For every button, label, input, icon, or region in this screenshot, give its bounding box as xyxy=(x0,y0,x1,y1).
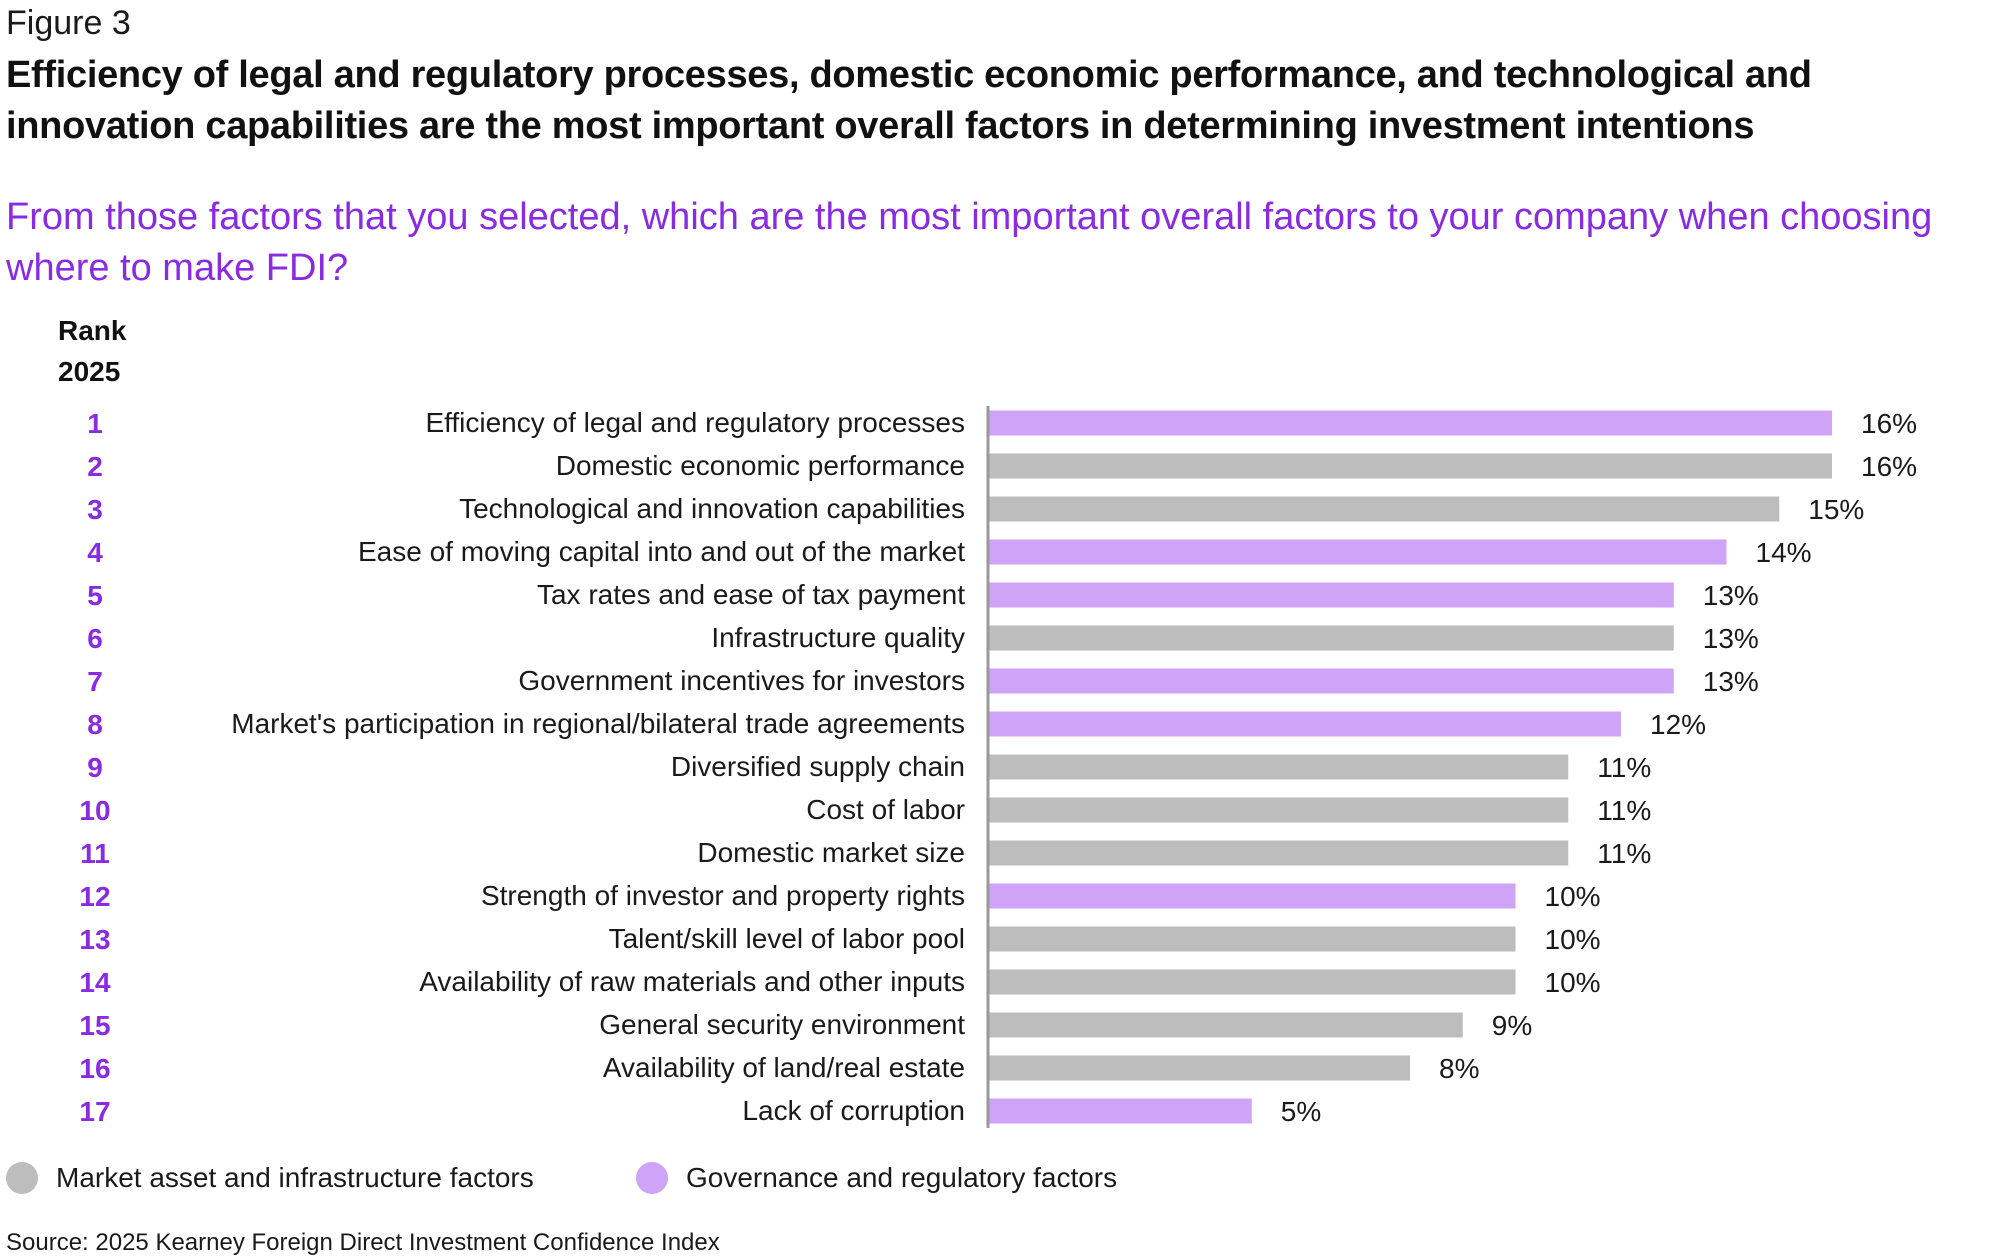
bar-governance xyxy=(988,582,1674,608)
rank-header: Rank 2025 xyxy=(58,310,126,392)
category-label: Domestic economic performance xyxy=(556,450,965,481)
bar-market xyxy=(988,1012,1463,1038)
bar-chart: 1 Efficiency of legal and regulatory proc… xyxy=(79,406,1917,1128)
category-label: Efficiency of legal and regulatory proce… xyxy=(425,407,965,438)
rank-number: 1 xyxy=(87,408,103,439)
category-label: Talent/skill level of labor pool xyxy=(609,923,965,954)
data-label: 5% xyxy=(1281,1096,1321,1127)
legend-item-governance: Governance and regulatory factors xyxy=(636,1162,1117,1194)
data-label: 13% xyxy=(1703,580,1759,611)
bar-governance xyxy=(988,539,1727,565)
figure-label: Figure 3 xyxy=(6,4,131,42)
legend-swatch-governance xyxy=(636,1162,668,1194)
data-label: 11% xyxy=(1597,752,1651,783)
rank-number: 2 xyxy=(87,451,103,482)
data-label: 10% xyxy=(1545,924,1601,955)
rank-number: 15 xyxy=(79,1010,110,1041)
category-label: Strength of investor and property rights xyxy=(481,880,965,911)
rank-number: 5 xyxy=(87,580,103,611)
bar-governance xyxy=(988,711,1621,737)
category-label: Lack of corruption xyxy=(742,1095,965,1126)
bar-governance xyxy=(988,1098,1252,1124)
bar-market xyxy=(988,496,1780,522)
category-label: General security environment xyxy=(599,1009,965,1040)
data-label: 16% xyxy=(1861,451,1917,482)
data-label: 12% xyxy=(1650,709,1706,740)
category-label: Government incentives for investors xyxy=(518,665,965,696)
chart-title: Efficiency of legal and regulatory proce… xyxy=(6,54,1812,147)
rank-number: 7 xyxy=(87,666,103,697)
legend-label-governance: Governance and regulatory factors xyxy=(686,1162,1118,1193)
data-label: 8% xyxy=(1439,1053,1479,1084)
rank-number: 3 xyxy=(87,494,103,525)
category-label: Diversified supply chain xyxy=(671,751,965,782)
data-label: 10% xyxy=(1545,967,1601,998)
bar-market xyxy=(988,797,1569,823)
bar-governance xyxy=(988,668,1674,694)
category-label: Market's participation in regional/bilat… xyxy=(231,708,965,739)
rank-number: 8 xyxy=(87,709,103,740)
rank-header-line1: Rank xyxy=(58,315,127,346)
rank-number: 4 xyxy=(87,537,103,568)
bar-market xyxy=(988,625,1674,651)
bar-governance xyxy=(988,883,1516,909)
rank-number: 6 xyxy=(87,623,103,654)
rank-number: 11 xyxy=(80,838,110,869)
bar-market xyxy=(988,840,1569,866)
category-label: Infrastructure quality xyxy=(711,622,965,653)
source-note: Source: 2025 Kearney Foreign Direct Inve… xyxy=(6,1229,720,1256)
rank-number: 16 xyxy=(79,1053,110,1084)
data-label: 11% xyxy=(1597,838,1651,869)
data-label: 15% xyxy=(1808,494,1864,525)
rank-number: 10 xyxy=(79,795,110,826)
bar-market xyxy=(988,453,1832,479)
rank-header-line2: 2025 xyxy=(58,356,121,387)
category-label: Ease of moving capital into and out of t… xyxy=(358,536,965,567)
data-label: 13% xyxy=(1703,666,1759,697)
data-label: 13% xyxy=(1703,623,1759,654)
rank-number: 12 xyxy=(79,881,110,912)
data-label: 14% xyxy=(1756,537,1812,568)
data-label: 16% xyxy=(1861,408,1917,439)
category-label: Technological and innovation capabilitie… xyxy=(459,493,965,524)
category-label: Availability of land/real estate xyxy=(603,1052,965,1083)
rank-number: 14 xyxy=(79,967,111,998)
data-label: 11% xyxy=(1597,795,1651,826)
category-label: Availability of raw materials and other … xyxy=(419,966,965,997)
legend-swatch-market xyxy=(6,1162,38,1194)
rank-number: 13 xyxy=(79,924,110,955)
legend-label-market: Market asset and infrastructure factors xyxy=(56,1162,534,1193)
survey-question: From those factors that you selected, wh… xyxy=(6,196,1933,289)
bar-governance xyxy=(988,410,1832,436)
rank-number: 9 xyxy=(87,752,103,783)
category-label: Domestic market size xyxy=(697,837,965,868)
bar-market xyxy=(988,969,1516,995)
bar-market xyxy=(988,926,1516,952)
data-label: 10% xyxy=(1545,881,1601,912)
category-label: Cost of labor xyxy=(806,794,965,825)
rank-number: 17 xyxy=(79,1096,110,1127)
category-label: Tax rates and ease of tax payment xyxy=(537,579,965,610)
bar-market xyxy=(988,1055,1410,1081)
bar-market xyxy=(988,754,1569,780)
data-label: 9% xyxy=(1492,1010,1532,1041)
legend-item-market: Market asset and infrastructure factors xyxy=(6,1162,534,1194)
